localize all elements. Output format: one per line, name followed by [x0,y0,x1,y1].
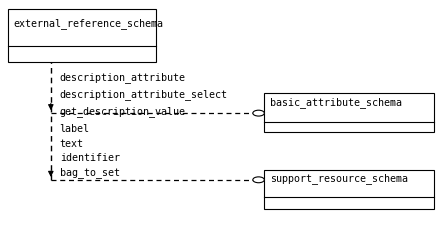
Bar [8,10,156,63]
Text: label: label [60,123,90,133]
Text: text: text [60,138,84,148]
Text: bag_to_set: bag_to_set [60,167,120,178]
Circle shape [253,177,264,183]
Text: external_reference_schema: external_reference_schema [13,18,163,29]
Text: description_attribute_select: description_attribute_select [60,89,228,100]
Circle shape [253,111,264,117]
Text: description_attribute: description_attribute [60,72,186,83]
Bar [264,93,434,133]
Text: basic_attribute_schema: basic_attribute_schema [270,96,402,107]
Text: get_description_value: get_description_value [60,106,186,117]
Text: identifier: identifier [60,153,120,162]
Bar [264,170,434,209]
Text: support_resource_schema: support_resource_schema [270,173,408,184]
